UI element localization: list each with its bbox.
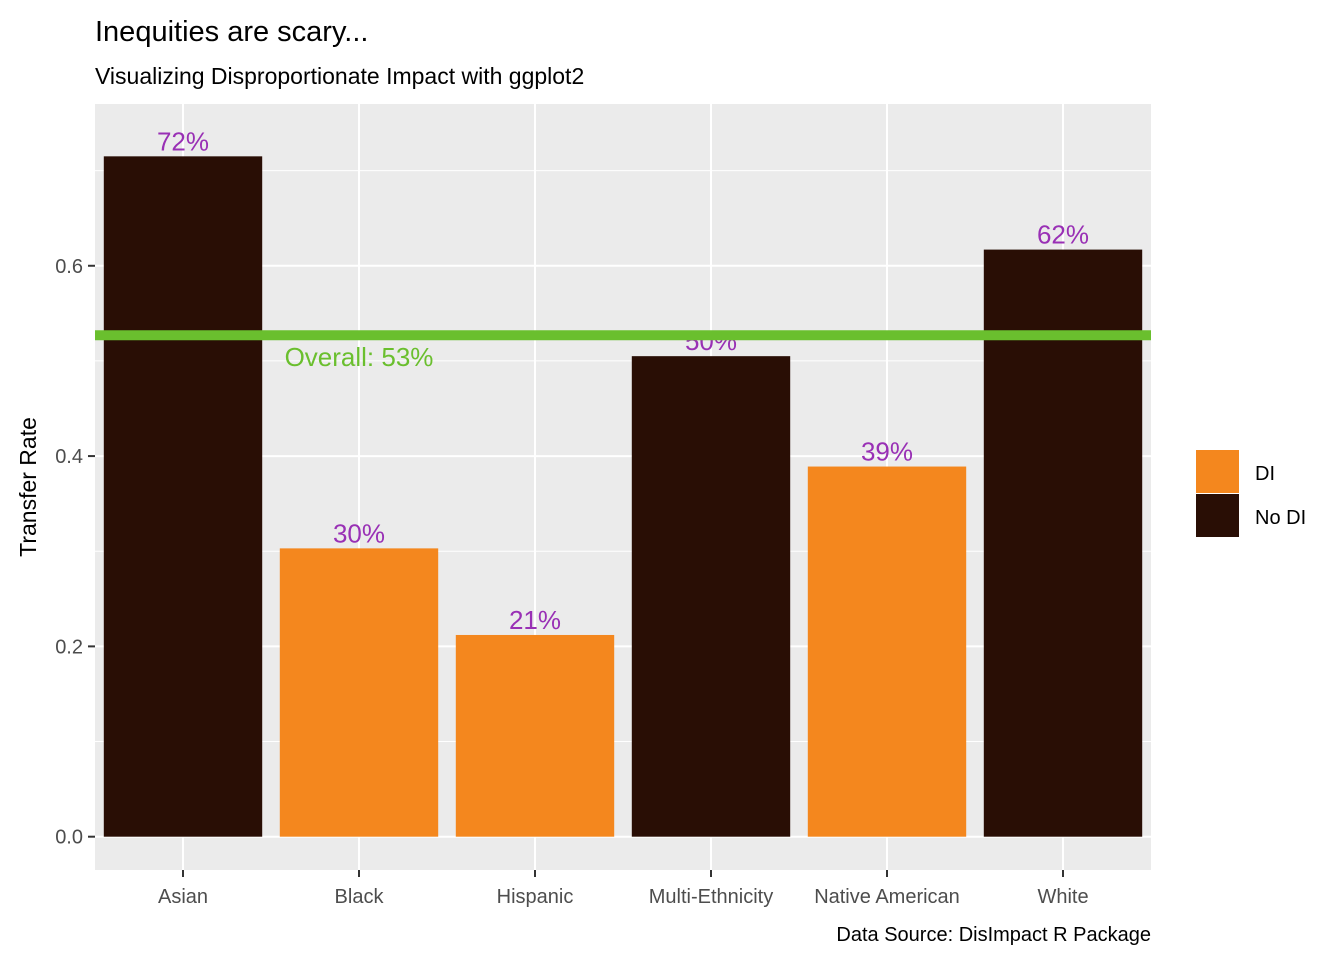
y-tick-label: 0.2 (55, 636, 83, 658)
legend-label: DI (1255, 463, 1275, 485)
y-tick-label: 0.6 (55, 256, 83, 278)
x-tick-label: Native American (814, 886, 960, 908)
chart-title: Inequities are scary... (95, 16, 368, 48)
x-axis: Asian Black Hispanic Multi-Ethnicity Native … (158, 870, 1089, 908)
bar (807, 466, 967, 837)
bar (983, 249, 1143, 837)
plot-panel (95, 104, 1151, 870)
chart-caption: Data Source: DisImpact R Package (836, 924, 1151, 946)
chart-subtitle: Visualizing Disproportionate Impact with… (95, 63, 584, 89)
bar (103, 156, 263, 837)
bar-value-label: 62% (1037, 220, 1089, 250)
legend-label: No DI (1255, 507, 1306, 529)
overall-reference: Overall: 53% (95, 330, 1151, 372)
bar (631, 356, 791, 837)
y-axis-label: Transfer Rate (15, 417, 41, 557)
x-tick-label: Asian (158, 886, 208, 908)
bar (455, 634, 615, 837)
y-axis: 0.0 0.2 0.4 0.6 (55, 256, 95, 849)
legend: DI No DI (1196, 450, 1306, 537)
x-tick-label: Hispanic (497, 886, 574, 908)
x-tick-label: Black (335, 886, 385, 908)
bar-value-label: 72% (157, 126, 209, 156)
bar (279, 548, 439, 837)
y-tick-label: 0.4 (55, 446, 83, 468)
x-tick-label: White (1037, 886, 1088, 908)
y-tick-label: 0.0 (55, 827, 83, 849)
x-tick-label: Multi-Ethnicity (649, 886, 773, 908)
bar-value-label: 21% (509, 605, 561, 635)
bars (103, 156, 1143, 837)
legend-key (1196, 450, 1239, 493)
overall-label: Overall: 53% (285, 342, 434, 372)
bar-value-label: 30% (333, 518, 385, 548)
value-labels: 72%30%21%50%39%62% (157, 126, 1089, 635)
bar-value-label: 39% (861, 437, 913, 467)
legend-key (1196, 494, 1239, 537)
